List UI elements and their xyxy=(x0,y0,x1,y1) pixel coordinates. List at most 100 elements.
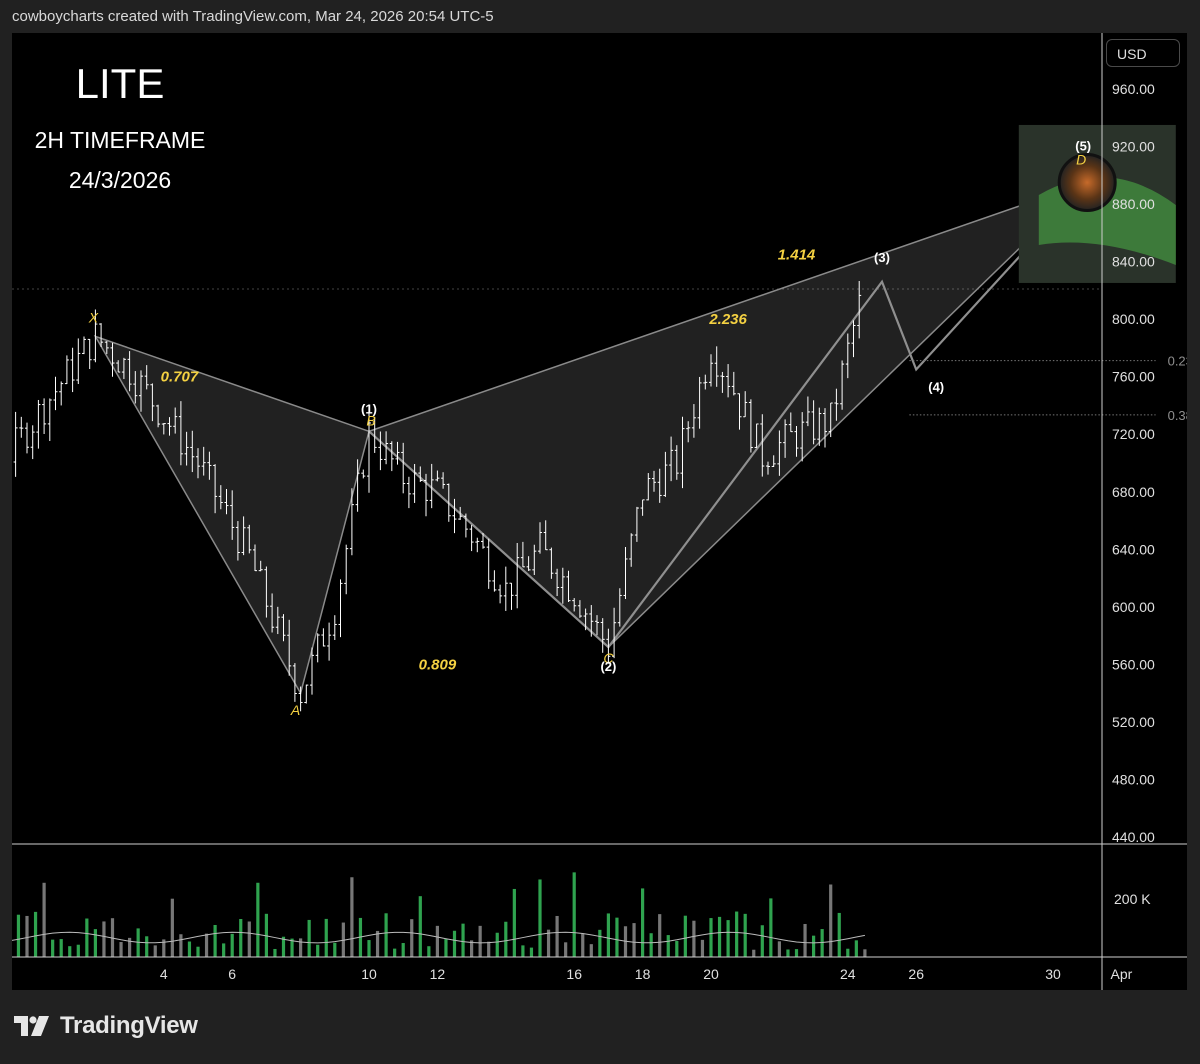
volume-bar-up xyxy=(196,946,200,957)
volume-bar-up xyxy=(709,918,713,957)
time-tick-label: 16 xyxy=(566,966,582,982)
volume-bar-up xyxy=(538,879,542,957)
volume-bar-up xyxy=(256,882,260,957)
price-tick-label: 480.00 xyxy=(1112,771,1155,787)
volume-bar-up xyxy=(717,916,722,957)
volume-bar-up xyxy=(820,929,824,957)
volume-bar-up xyxy=(59,939,63,957)
currency-selector[interactable]: USD xyxy=(1106,39,1180,67)
price-tick-label: 880.00 xyxy=(1112,196,1155,212)
time-tick-label: 30 xyxy=(1045,966,1061,982)
volume-bar-up xyxy=(222,943,226,957)
fib-ratio-label: 0.809 xyxy=(419,656,457,673)
volume-bar-up xyxy=(743,913,747,957)
time-tick-label: Apr xyxy=(1111,966,1133,982)
volume-bar-down xyxy=(170,898,174,957)
price-tick-label: 520.00 xyxy=(1112,714,1155,730)
volume-moving-average xyxy=(12,931,865,944)
elliott-wave-label: (4) xyxy=(928,380,944,395)
chart-frame[interactable]: 0.236 (771.18) 0.382 (733.45) X A B C D 0.707 0.… xyxy=(12,33,1187,990)
volume-bar-down xyxy=(435,925,439,957)
volume-bar-down xyxy=(564,942,568,957)
volume-bar-down xyxy=(410,919,414,957)
volume-bar-up xyxy=(418,896,422,957)
volume-bar-up xyxy=(213,924,217,957)
volume-bar-up xyxy=(675,940,679,957)
price-tick-label: 440.00 xyxy=(1112,829,1155,845)
price-tick-label: 680.00 xyxy=(1112,484,1155,500)
volume-bar-up xyxy=(316,944,320,957)
volume-bar-up xyxy=(794,949,799,957)
price-tick-label: 560.00 xyxy=(1112,656,1155,672)
volume-bar-down xyxy=(299,938,303,957)
time-tick-label: 20 xyxy=(703,966,719,982)
volume-bar-down xyxy=(546,929,551,957)
price-tick-label: 800.00 xyxy=(1112,311,1155,327)
volume-bar-up xyxy=(384,913,388,957)
elliott-wave-label: (5) xyxy=(1075,139,1091,154)
volume-bar-up xyxy=(598,929,602,957)
chart-attribution: cowboycharts created with TradingView.co… xyxy=(12,8,494,25)
time-tick-label: 24 xyxy=(840,966,856,982)
price-tick-label: 720.00 xyxy=(1112,426,1155,442)
volume-bar-up xyxy=(427,946,431,957)
volume-bar-down xyxy=(632,923,636,957)
volume-bar-up xyxy=(93,929,97,957)
tradingview-logo-text: TradingView xyxy=(60,1012,198,1039)
volume-bar-up xyxy=(367,940,371,957)
fib-ratio-label: 0.707 xyxy=(161,369,199,386)
volume-bar-down xyxy=(803,923,807,957)
harmonic-point-label: D xyxy=(1076,152,1086,168)
volume-bar-down xyxy=(589,944,593,957)
volume-bar-down xyxy=(478,925,482,957)
fib-ratio-label: 1.414 xyxy=(778,246,816,263)
volume-bar-up xyxy=(683,915,687,957)
volume-bar-up xyxy=(837,912,841,957)
elliott-wave-label: (3) xyxy=(874,250,890,265)
harmonic-point-label: A xyxy=(290,702,300,718)
scope-lens-icon xyxy=(1057,153,1117,212)
volume-bar-up xyxy=(324,918,328,957)
chart-title: LITE xyxy=(76,60,165,107)
price-tick-label: 640.00 xyxy=(1112,541,1155,557)
fib-level-label: 0.236 (771.18) xyxy=(1168,354,1187,369)
chart-subtitle-timeframe: 2H TIMEFRAME xyxy=(35,127,206,153)
volume-bar-down xyxy=(350,877,354,957)
volume-bar-up xyxy=(145,936,149,957)
volume-bar-down xyxy=(162,939,166,957)
volume-tick-label: 200 K xyxy=(1114,891,1151,907)
volume-bar-down xyxy=(700,939,705,957)
time-tick-label: 10 xyxy=(361,966,377,982)
volume-bar-up xyxy=(307,919,311,957)
volume-bar-up xyxy=(666,935,670,957)
volume-bar-down xyxy=(42,882,46,957)
harmonic-point-label: B xyxy=(366,412,375,428)
volume-bar-down xyxy=(752,949,756,957)
fib-level-label: 0.382 (733.45) xyxy=(1168,408,1187,423)
elliott-wave-label: (1) xyxy=(361,401,377,416)
volume-bar-down xyxy=(581,933,585,957)
elliott-wave-label: (2) xyxy=(600,659,616,674)
volume-bar-up xyxy=(735,911,739,957)
volume-bar-down xyxy=(179,934,183,957)
volume-bar-down xyxy=(25,915,29,957)
volume-bar-up xyxy=(529,947,534,957)
volume-bar-up xyxy=(230,933,234,957)
price-chart[interactable]: 0.236 (771.18) 0.382 (733.45) X A B C D 0.707 0.… xyxy=(12,33,1187,990)
price-tick-label: 920.00 xyxy=(1112,139,1155,155)
volume-bar-down xyxy=(658,914,662,957)
tradingview-logo-icon xyxy=(14,1016,49,1036)
volume-bar-up xyxy=(85,918,89,957)
price-tick-label: 760.00 xyxy=(1112,369,1155,385)
volume-bar-up xyxy=(641,888,645,957)
volume-bar-down xyxy=(692,920,696,957)
volume-bar-up xyxy=(649,933,653,957)
volume-bar-down xyxy=(247,921,251,957)
volume-bar-up xyxy=(290,938,294,957)
volume-bar-up xyxy=(444,939,448,957)
volume-bar-down xyxy=(204,933,209,957)
volume-bar-down xyxy=(119,942,123,957)
volume-bar-down xyxy=(829,884,833,957)
volume-bar-up xyxy=(273,948,277,957)
volume-bar-up xyxy=(726,920,730,957)
